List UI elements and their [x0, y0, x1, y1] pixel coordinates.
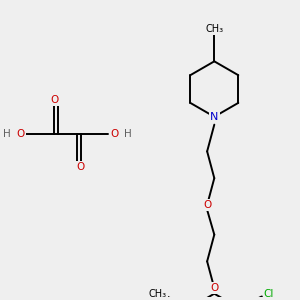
Text: O: O	[76, 162, 85, 172]
Text: O: O	[210, 283, 218, 293]
Text: N: N	[210, 112, 218, 122]
Text: H: H	[124, 129, 132, 139]
Text: O: O	[50, 95, 58, 105]
Text: O: O	[16, 129, 25, 139]
Text: CH₃: CH₃	[205, 24, 224, 34]
Text: H: H	[3, 129, 10, 139]
Text: O: O	[203, 200, 211, 210]
Text: O: O	[110, 129, 118, 139]
Text: Cl: Cl	[264, 290, 274, 299]
Text: CH₃: CH₃	[149, 290, 167, 299]
